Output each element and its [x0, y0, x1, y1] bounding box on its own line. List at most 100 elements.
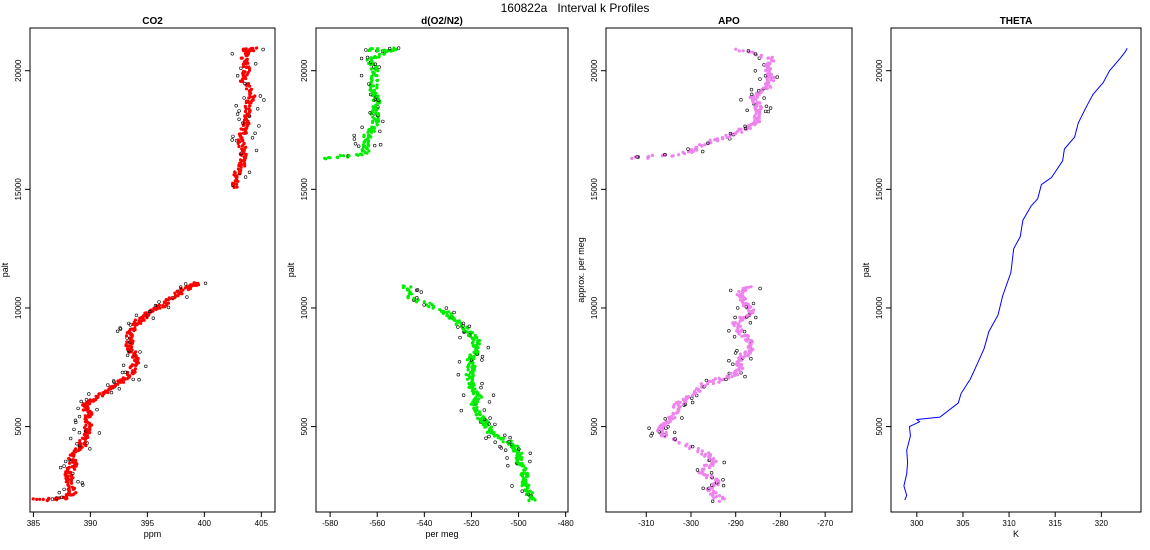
plot-area: [323, 46, 537, 503]
outlier-point: [109, 390, 114, 395]
data-point: [370, 125, 374, 129]
outlier-point: [480, 354, 485, 359]
data-point: [243, 114, 247, 118]
data-point: [711, 381, 716, 386]
data-point: [736, 326, 740, 330]
data-point: [360, 148, 364, 152]
outlier-point: [505, 456, 509, 460]
x-tick-label: -560: [369, 519, 386, 528]
outlier-point: [673, 437, 677, 441]
data-point: [751, 121, 755, 125]
outlier-point: [106, 383, 110, 387]
data-point: [241, 62, 245, 66]
outlier-point: [649, 434, 653, 438]
outlier-point: [357, 144, 361, 148]
figure-title: 160822a Interval k Profiles: [500, 1, 650, 15]
outlier-point: [528, 451, 532, 455]
data-point: [650, 153, 655, 157]
outlier-point: [368, 111, 372, 115]
data-point: [689, 148, 694, 152]
data-point: [673, 416, 677, 420]
outlier-point: [144, 364, 148, 368]
data-point: [365, 151, 369, 155]
data-point: [375, 123, 379, 127]
outlier-point: [179, 285, 183, 289]
outlier-point: [115, 329, 120, 333]
outlier-point: [751, 301, 756, 306]
outlier-point: [762, 96, 766, 100]
data-point: [473, 344, 477, 348]
outlier-point: [54, 496, 59, 500]
theta-profile-line: [903, 47, 1128, 501]
data-point: [475, 413, 479, 417]
data-point: [695, 387, 699, 391]
data-point: [467, 382, 471, 386]
plot-area: [31, 46, 266, 503]
data-point: [704, 463, 709, 467]
outlier-point: [388, 46, 392, 51]
outlier-point: [690, 400, 695, 405]
data-point: [726, 375, 730, 379]
y-tick-label: 10000: [14, 296, 23, 319]
x-tick-label: 390: [84, 519, 98, 528]
data-point: [372, 88, 376, 92]
data-point: [489, 425, 493, 429]
outlier-point: [745, 108, 749, 113]
data-point: [708, 138, 712, 142]
data-point: [88, 398, 92, 402]
plot-area: [630, 47, 779, 503]
outlier-point: [87, 392, 91, 396]
data-point: [134, 350, 138, 354]
y-tick-label: 5000: [300, 417, 309, 435]
data-point: [717, 499, 722, 503]
data-point: [70, 476, 74, 480]
data-point: [365, 58, 369, 62]
data-point: [465, 358, 469, 362]
outlier-point: [120, 370, 125, 375]
data-point: [743, 350, 748, 354]
outlier-point: [231, 134, 235, 139]
data-point: [83, 440, 87, 444]
outlier-point: [775, 75, 779, 79]
plot-area: [903, 47, 1128, 501]
outlier-point: [735, 349, 739, 353]
data-point: [233, 170, 237, 174]
outlier-point: [457, 360, 462, 364]
data-point: [501, 440, 505, 444]
data-point: [469, 402, 473, 406]
data-point: [740, 298, 744, 302]
outlier-point: [262, 98, 266, 102]
data-point: [757, 120, 762, 124]
outlier-point: [243, 81, 247, 86]
data-point: [85, 404, 90, 408]
outlier-point: [528, 459, 532, 464]
outlier-point: [704, 378, 709, 383]
outlier-point: [235, 112, 240, 116]
outlier-point: [508, 435, 512, 440]
outlier-point: [73, 418, 78, 422]
data-point: [470, 367, 474, 372]
outlier-point: [748, 321, 753, 325]
outlier-point: [459, 408, 463, 413]
data-point: [476, 397, 481, 401]
data-point: [68, 461, 72, 465]
data-point: [236, 138, 240, 142]
data-point: [700, 452, 704, 456]
y-axis-label: palt: [286, 262, 296, 277]
outlier-point: [753, 52, 758, 56]
data-point: [528, 489, 532, 493]
outlier-point: [758, 286, 762, 291]
data-point: [133, 326, 137, 330]
outlier-point: [487, 422, 491, 426]
data-point: [239, 165, 243, 169]
x-tick-label: -540: [416, 519, 433, 528]
data-point: [748, 126, 753, 130]
data-point: [372, 129, 376, 133]
data-point: [74, 491, 78, 495]
outlier-point: [444, 306, 449, 310]
data-point: [470, 389, 474, 393]
data-point: [520, 451, 524, 455]
outlier-point: [686, 147, 690, 151]
plot-frame: [890, 27, 1142, 513]
